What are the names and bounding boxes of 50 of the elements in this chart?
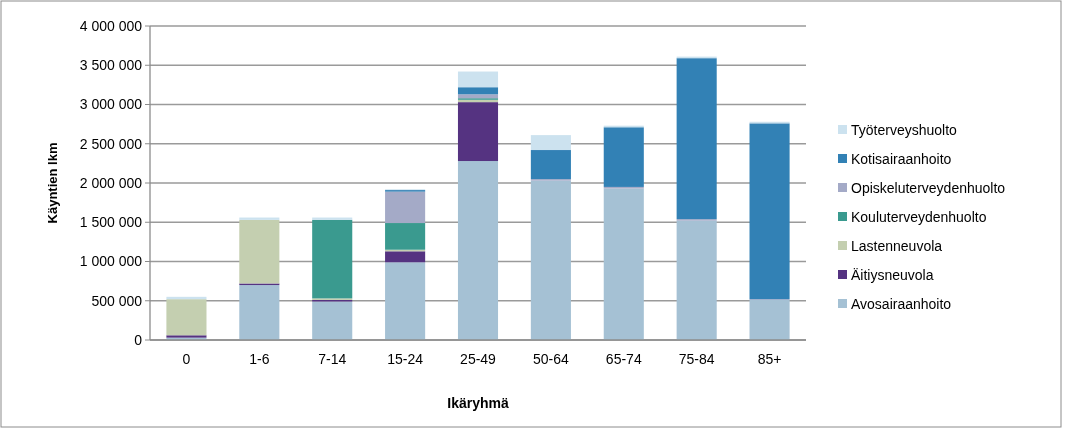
y-tick-label: 500 000 — [91, 292, 143, 309]
x-tick-label: 7-14 — [318, 351, 347, 367]
bar — [457, 87, 499, 95]
bar — [385, 262, 426, 340]
legend-label: Äitiysneuvola — [851, 266, 934, 283]
bar — [530, 150, 571, 180]
bar — [457, 102, 499, 162]
bar — [312, 219, 353, 299]
bar — [166, 299, 207, 336]
legend-label: Avosairaanhoito — [851, 295, 952, 312]
bar — [749, 299, 790, 340]
x-tick-label: 65-74 — [605, 351, 642, 367]
bar — [603, 188, 644, 340]
x-tick-label: 15-24 — [387, 351, 424, 367]
y-tick-label: 4 000 000 — [79, 17, 143, 34]
y-tick-label: 2 000 000 — [79, 174, 143, 191]
y-tick-label: 1 500 000 — [79, 214, 143, 231]
legend-label: Kouluterveydenhuolto — [851, 208, 987, 225]
y-tick-label: 3 000 000 — [79, 96, 143, 113]
bar — [530, 135, 571, 151]
x-tick-label: 0 — [182, 351, 191, 367]
bar — [239, 219, 280, 284]
x-tick-label: 1-6 — [249, 351, 270, 367]
y-tick-label: 0 — [134, 331, 143, 348]
bar — [457, 94, 499, 99]
x-tick-label: 85+ — [757, 351, 782, 367]
y-axis-title: Käyntien lkm — [45, 142, 60, 224]
bar — [239, 285, 280, 340]
y-tick-label: 3 500 000 — [79, 57, 143, 74]
y-tick-label: 2 500 000 — [79, 135, 143, 152]
bar — [457, 71, 499, 88]
bar — [457, 161, 499, 340]
bar — [676, 58, 717, 220]
bar — [385, 223, 426, 250]
y-tick-label: 1 000 000 — [79, 253, 143, 270]
x-tick-label: 75-84 — [678, 351, 715, 367]
x-tick-label: 50-64 — [532, 351, 569, 367]
bar — [603, 127, 644, 187]
bar — [385, 191, 426, 224]
legend-label: Työterveyshuolto — [851, 121, 958, 138]
x-axis-title: Ikäryhmä — [447, 395, 509, 411]
legend-label: Lastenneuvola — [851, 237, 943, 254]
legend-label: Opiskeluterveydenhuolto — [851, 179, 1006, 196]
bar — [312, 301, 353, 340]
legend-label: Kotisairaanhoito — [851, 150, 952, 167]
bar — [676, 220, 717, 340]
bar — [530, 180, 571, 340]
x-tick-label: 25-49 — [460, 351, 497, 367]
bar — [749, 123, 790, 300]
bar — [385, 251, 426, 263]
